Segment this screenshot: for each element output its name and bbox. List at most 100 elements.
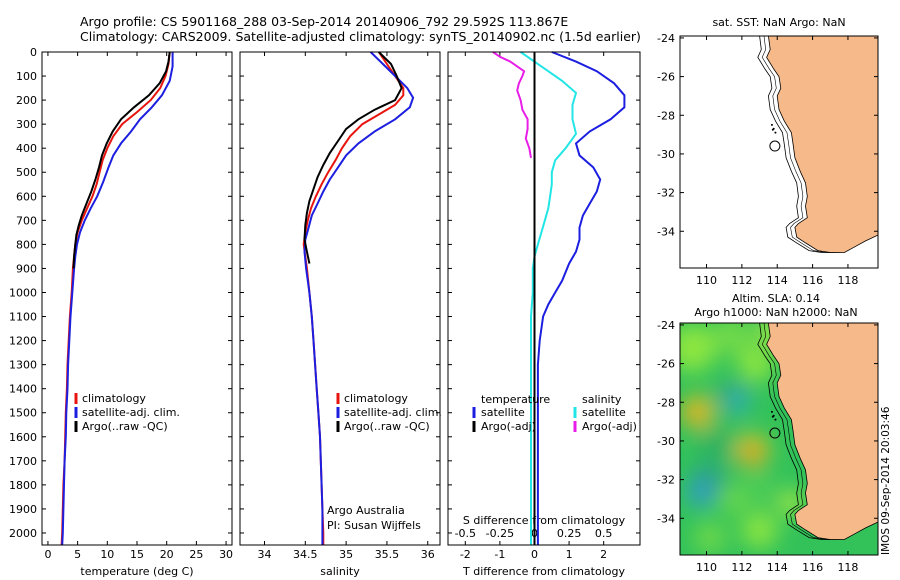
x-tick-label-secondary: 0.25 (557, 527, 582, 540)
island-marker (774, 131, 777, 134)
sla-anomaly-blob (694, 521, 727, 554)
x-tick-label: 25 (189, 548, 203, 561)
y-tick-label: 1300 (9, 359, 37, 372)
y-tick-label: 1200 (9, 335, 37, 348)
latitude-tick-label: -30 (657, 148, 675, 161)
sla-map-title-line-2: Argo h1000: NaN h2000: NaN (694, 306, 857, 319)
map-content (680, 323, 878, 555)
series-line-satellite (536, 51, 626, 545)
sla-anomaly-blob (738, 345, 775, 382)
sla-anomaly-blob (741, 511, 778, 548)
y-tick-label: 900 (16, 262, 37, 275)
argo-position-marker (769, 140, 781, 152)
sla-anomaly-blob (743, 443, 762, 462)
legend-label: Argo(..raw -QC) (344, 420, 430, 433)
island-marker (771, 128, 774, 131)
legend-label: Argo(..raw -QC) (82, 420, 168, 433)
longitude-tick-label: 112 (731, 561, 752, 574)
x-tick-label: 34 (257, 548, 271, 561)
sla-map-title-line-1: Altim. SLA: 0.14 (732, 292, 820, 305)
longitude-tick-label: 112 (731, 274, 752, 287)
difference-panel: -2 -1 0 1 2-0.5 -0.25 0 0.25 0.5S difference fro… (447, 51, 641, 578)
sla-anomaly-blob (686, 405, 703, 422)
y-tick-label: 800 (16, 238, 37, 251)
series-line-satellite-adj-clim- (303, 51, 415, 545)
header-line-1: Argo profile: CS 5901168_288 03-Sep-2014… (80, 14, 569, 29)
legend-title-salinity: salinity (582, 393, 622, 406)
x-tick-label: 20 (160, 548, 174, 561)
y-tick-label: 2000 (9, 527, 37, 540)
x-tick-label: 0 (44, 548, 51, 561)
latitude-tick-label: -32 (657, 474, 675, 487)
longitude-tick-label: 118 (837, 274, 858, 287)
longitude-tick-label: 110 (696, 561, 717, 574)
x-tick-label: 30 (219, 548, 233, 561)
y-tick-label: 500 (16, 166, 37, 179)
x-tick-label: 0 (531, 548, 538, 561)
series-line-satellite-adj-clim- (61, 52, 174, 546)
series-line-satellite (520, 51, 578, 545)
legend-label: satellite-adj. clim. (82, 406, 180, 419)
y-tick-label: 1900 (9, 503, 37, 516)
x-tick-label: -1 (494, 548, 505, 561)
y-tick-label: 100 (16, 70, 37, 83)
y-tick-label: 300 (16, 118, 37, 131)
x-tick-label: 34.5 (293, 548, 318, 561)
x-tick-label: 15 (130, 548, 144, 561)
y-tick-label: 600 (16, 190, 37, 203)
sla-anomaly-blob (680, 324, 717, 373)
x-tick-label-secondary: 0.5 (595, 527, 613, 540)
x-axis-label: temperature (deg C) (80, 565, 193, 578)
map-frame (679, 35, 879, 269)
series-line-climatology (302, 51, 405, 545)
longitude-tick-label: 116 (802, 561, 823, 574)
argo-position-marker (769, 427, 781, 439)
y-tick-label: 1100 (9, 311, 37, 324)
sla-map: -24 -26 -28 -30 -32 -34 110 112 114 116 118 Altim. … (657, 292, 879, 574)
latitude-tick-label: -30 (657, 435, 675, 448)
legend-title-temperature: temperature (481, 393, 550, 406)
latitude-tick-label: -28 (657, 109, 675, 122)
longitude-tick-label: 114 (767, 561, 788, 574)
y-tick-label: 700 (16, 214, 37, 227)
map-frame (679, 322, 879, 556)
sla-anomaly-blob (745, 475, 774, 504)
y-tick-label: 400 (16, 142, 37, 155)
sla-anomaly-blob (694, 492, 705, 502)
series-line-argo-adj- (492, 51, 532, 158)
axes-frame (41, 51, 233, 546)
x-tick-label: 2 (600, 548, 607, 561)
axes-frame (239, 51, 441, 546)
latitude-tick-label: -28 (657, 396, 675, 409)
x-tick-label: 1 (566, 548, 573, 561)
x-tick-label: 36 (421, 548, 435, 561)
legend-label: satellite (481, 406, 525, 419)
x-tick-label: -2 (460, 548, 471, 561)
figure-header: Argo profile: CS 5901168_288 03-Sep-2014… (80, 14, 641, 44)
y-tick-label: 1600 (9, 431, 37, 444)
y-tick-label: 1400 (9, 383, 37, 396)
y-tick-label: 200 (16, 94, 37, 107)
header-line-2: Climatology: CARS2009. Satellite-adjuste… (80, 29, 641, 44)
sst-map: -24 -26 -28 -30 -32 -34 110 112 114 116 118 sat. SS… (657, 16, 879, 287)
sst-map-title: sat. SST: NaN Argo: NaN (712, 16, 845, 29)
legend-label: satellite (582, 406, 626, 419)
longitude-tick-label: 110 (696, 274, 717, 287)
y-tick-label: 1500 (9, 407, 37, 420)
island-marker (771, 415, 774, 418)
x-tick-label-secondary: -0.5 (455, 527, 476, 540)
legend-label: satellite-adj. clim. (344, 406, 442, 419)
x-tick-label: 35 (339, 548, 353, 561)
x-axis-label: T difference from climatology (462, 565, 625, 578)
longitude-tick-label: 114 (767, 274, 788, 287)
bathymetry-contour (761, 36, 874, 253)
sla-anomaly-blob (713, 323, 754, 355)
island-marker (774, 418, 777, 421)
series-line-argo-raw-qc- (303, 51, 403, 264)
y-tick-label: 1700 (9, 455, 37, 468)
island-marker (770, 123, 773, 126)
island-marker (770, 410, 773, 413)
bathymetry-contour (757, 323, 870, 540)
map-content (757, 36, 878, 268)
